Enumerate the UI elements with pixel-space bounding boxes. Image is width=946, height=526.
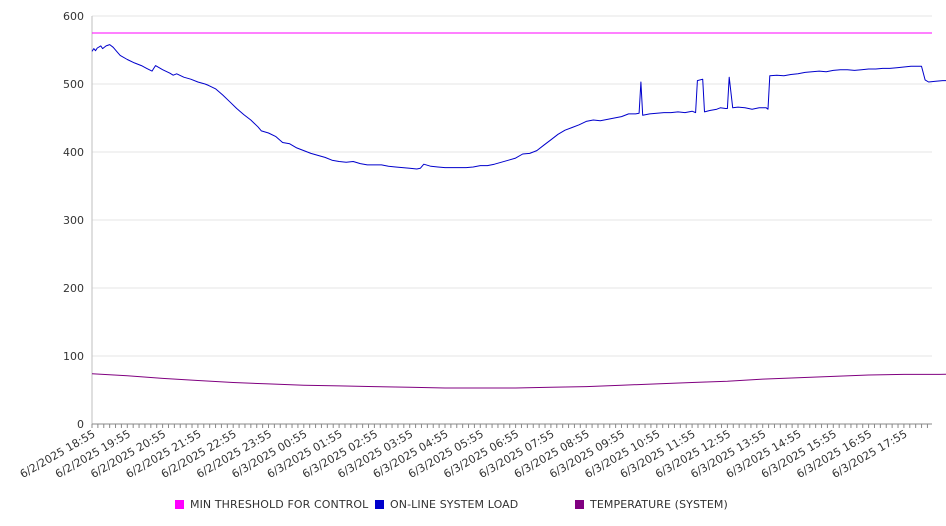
series-line-temperature-system bbox=[91, 373, 946, 389]
y-tick-label: 400 bbox=[63, 146, 84, 159]
series-line-on-line-system-load bbox=[91, 44, 946, 170]
legend-label-min-threshold: MIN THRESHOLD FOR CONTROL bbox=[190, 498, 369, 511]
legend-label-temperature: TEMPERATURE (SYSTEM) bbox=[590, 498, 728, 511]
legend-item-system-load: ON-LINE SYSTEM LOAD bbox=[375, 498, 518, 511]
legend-item-min-threshold: MIN THRESHOLD FOR CONTROL bbox=[175, 498, 368, 511]
legend-item-temperature: TEMPERATURE (SYSTEM) bbox=[575, 498, 728, 511]
legend-label-system-load: ON-LINE SYSTEM LOAD bbox=[390, 498, 519, 511]
series-lines bbox=[91, 32, 946, 389]
legend-swatch-min-threshold bbox=[175, 500, 184, 509]
y-tick-label: 500 bbox=[63, 78, 84, 91]
legend: MIN THRESHOLD FOR CONTROL ON-LINE SYSTEM… bbox=[0, 498, 946, 514]
y-tick-label: 300 bbox=[63, 214, 84, 227]
y-axis: 0 100 200 300 400 500 600 bbox=[63, 10, 93, 431]
y-tick-label: 200 bbox=[63, 282, 84, 295]
x-axis: 6/2/2025 18:556/2/2025 19:556/2/2025 20:… bbox=[18, 423, 932, 481]
legend-swatch-system-load bbox=[375, 500, 384, 509]
grid-lines bbox=[92, 15, 932, 357]
y-tick-label: 0 bbox=[77, 418, 84, 431]
y-tick-label: 100 bbox=[63, 350, 84, 363]
legend-swatch-temperature bbox=[575, 500, 584, 509]
y-tick-label: 600 bbox=[63, 10, 84, 23]
